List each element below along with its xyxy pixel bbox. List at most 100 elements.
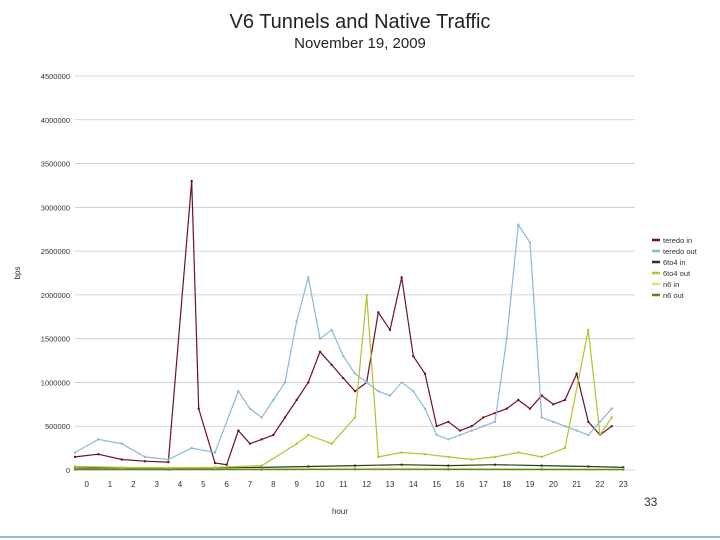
data-point: [248, 407, 252, 410]
legend: teredo in teredo out 6to4 in 6to4 out n6 in n…: [652, 236, 698, 300]
data-point: [73, 468, 77, 471]
data-point: [120, 466, 123, 469]
data-point: [260, 468, 263, 471]
y-tick-label: 3000000: [41, 203, 70, 212]
data-point: [540, 468, 543, 471]
y-tick-labels: 0 500000 1000000 1500000 2000000 2500000 30000…: [41, 72, 70, 475]
x-tick-label: 12: [362, 480, 371, 489]
y-tick-label: 2500000: [41, 247, 70, 256]
data-point: [283, 381, 287, 384]
y-tick-label: 500000: [45, 422, 70, 431]
data-point: [120, 442, 123, 445]
y-tick-label: 1000000: [41, 378, 70, 387]
data-point: [167, 468, 170, 471]
data-point: [307, 381, 310, 384]
data-point: [482, 416, 485, 419]
y-tick-label: 2000000: [41, 291, 70, 300]
x-tick-label: 5: [201, 480, 206, 489]
data-point: [365, 381, 368, 384]
data-point: [353, 390, 357, 393]
data-point: [423, 372, 427, 375]
data-point: [587, 465, 590, 468]
data-point: [587, 420, 590, 424]
data-point: [447, 438, 450, 441]
x-tick-label: 15: [432, 480, 441, 489]
data-point: [295, 442, 298, 445]
data-point: [307, 433, 310, 437]
data-point: [377, 390, 380, 393]
data-point: [388, 394, 392, 397]
data-point: [447, 420, 450, 424]
data-point: [470, 458, 473, 461]
data-point: [505, 337, 508, 340]
data-point: [493, 420, 497, 424]
data-point: [563, 425, 567, 428]
data-point: [598, 420, 602, 424]
legend-label: 6to4 in: [663, 258, 686, 267]
data-point: [540, 464, 543, 467]
data-point: [528, 407, 532, 410]
data-point: [400, 451, 403, 454]
data-point: [97, 438, 100, 441]
data-point: [610, 407, 613, 410]
chart-subtitle: November 19, 2009: [294, 35, 426, 52]
data-point: [272, 433, 275, 437]
data-point: [435, 425, 438, 428]
data-point: [330, 363, 333, 367]
data-point: [517, 451, 520, 454]
x-tick-label: 0: [84, 480, 89, 489]
data-point: [552, 420, 555, 424]
data-point: [260, 438, 263, 441]
data-point: [318, 337, 322, 340]
x-tick-label: 18: [502, 480, 511, 489]
x-tick-label: 22: [596, 480, 605, 489]
data-point: [213, 466, 217, 469]
data-point: [423, 407, 427, 410]
data-point: [167, 458, 170, 461]
legend-label: teredo out: [663, 247, 698, 256]
legend-label: n6 out: [663, 291, 685, 300]
data-point: [622, 468, 625, 471]
data-point: [213, 451, 217, 454]
y-axis-label: bps: [13, 267, 22, 280]
x-tick-label: 16: [456, 480, 465, 489]
data-point: [540, 416, 543, 419]
data-point: [540, 455, 543, 459]
x-tick-label: 1: [108, 480, 113, 489]
x-tick-label: 11: [339, 480, 348, 489]
x-tick-label: 3: [154, 480, 159, 489]
data-point: [190, 446, 193, 450]
x-tick-label: 19: [526, 480, 535, 489]
data-point: [470, 425, 473, 428]
data-point: [73, 455, 77, 459]
data-point: [260, 464, 263, 467]
data-point: [458, 429, 462, 432]
data-point: [400, 463, 403, 466]
x-tick-label: 10: [316, 480, 325, 489]
data-point: [260, 416, 263, 419]
data-point: [493, 455, 497, 459]
data-point: [307, 276, 310, 279]
data-point: [528, 241, 532, 244]
data-point: [248, 442, 252, 445]
x-tick-labels: 0 1 2 3 4 5 6 7 8 9 10 11 12 13 14 15 16 17 18 19 20 21 22 23: [84, 480, 628, 489]
x-axis-label: hour: [332, 507, 348, 516]
data-point: [598, 433, 602, 437]
data-point: [388, 328, 392, 332]
data-point: [365, 293, 368, 297]
data-point: [73, 465, 77, 468]
x-tick-label: 2: [131, 480, 136, 489]
x-tick-label: 8: [271, 480, 276, 489]
data-point: [412, 390, 415, 393]
series-lines: [73, 179, 625, 471]
x-tick-label: 4: [178, 480, 183, 489]
data-point: [377, 455, 380, 459]
data-point: [400, 276, 403, 279]
data-point: [517, 223, 520, 227]
page-number: 33: [644, 495, 658, 509]
data-point: [447, 468, 450, 471]
data-point: [610, 416, 613, 419]
data-point: [552, 403, 555, 406]
data-point: [493, 463, 497, 466]
